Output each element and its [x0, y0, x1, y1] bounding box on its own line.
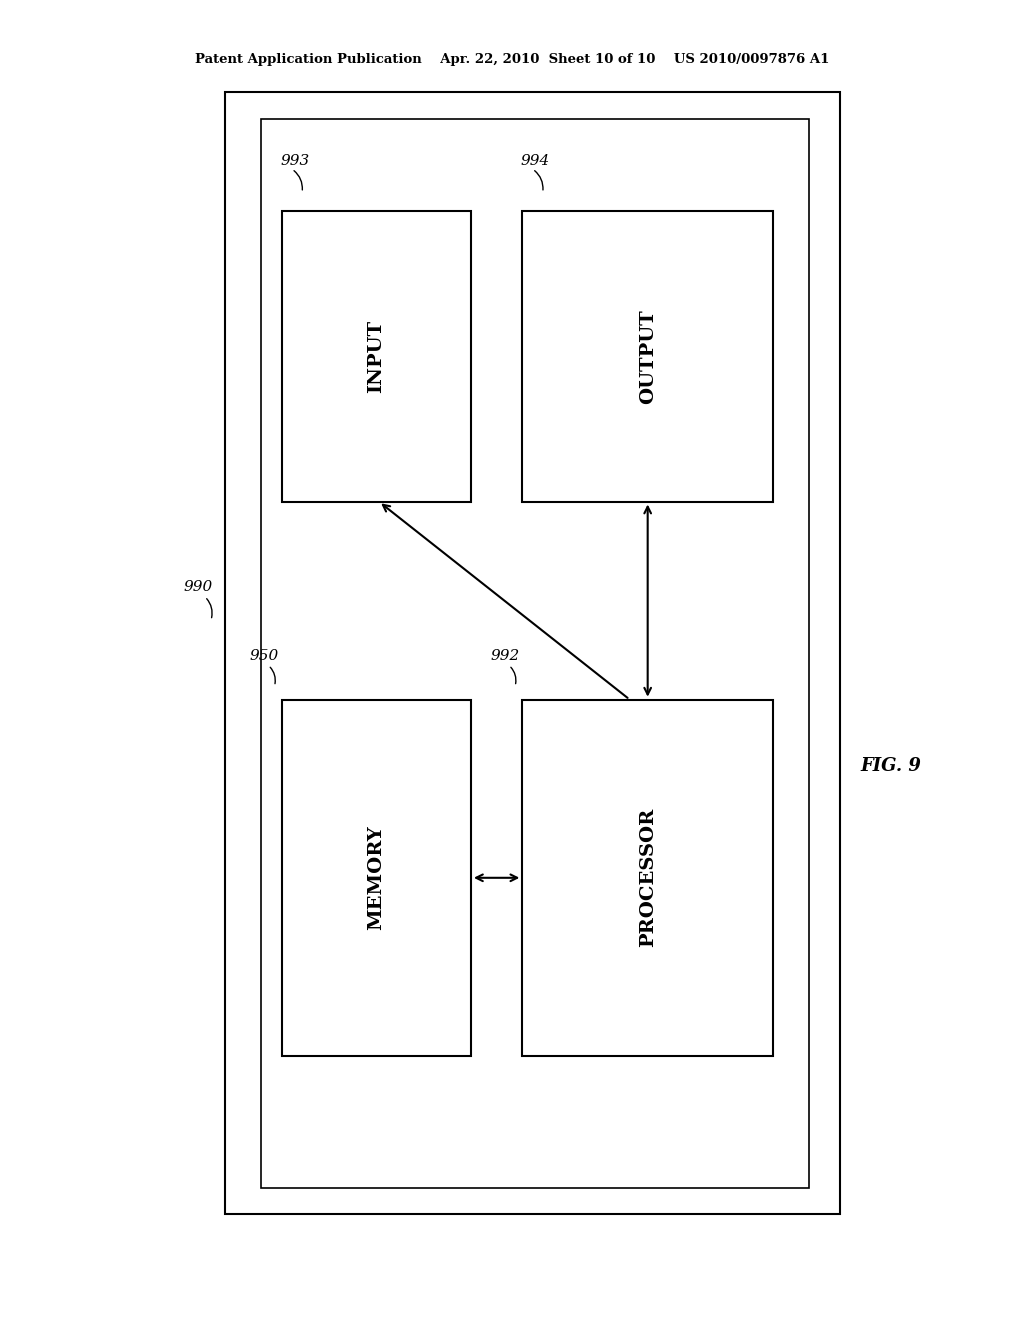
- FancyBboxPatch shape: [282, 700, 471, 1056]
- Text: 990: 990: [183, 581, 212, 594]
- Text: MEMORY: MEMORY: [368, 825, 385, 931]
- Text: INPUT: INPUT: [368, 319, 385, 393]
- FancyBboxPatch shape: [522, 211, 773, 502]
- Text: 992: 992: [490, 649, 519, 663]
- Text: PROCESSOR: PROCESSOR: [639, 808, 656, 948]
- Text: 994: 994: [521, 154, 550, 168]
- Text: Patent Application Publication    Apr. 22, 2010  Sheet 10 of 10    US 2010/00978: Patent Application Publication Apr. 22, …: [195, 53, 829, 66]
- Text: OUTPUT: OUTPUT: [639, 309, 656, 404]
- Text: FIG. 9: FIG. 9: [860, 756, 922, 775]
- FancyBboxPatch shape: [261, 119, 809, 1188]
- FancyBboxPatch shape: [282, 211, 471, 502]
- FancyBboxPatch shape: [522, 700, 773, 1056]
- Text: 993: 993: [281, 154, 309, 168]
- FancyBboxPatch shape: [225, 92, 840, 1214]
- Text: 950: 950: [250, 649, 279, 663]
